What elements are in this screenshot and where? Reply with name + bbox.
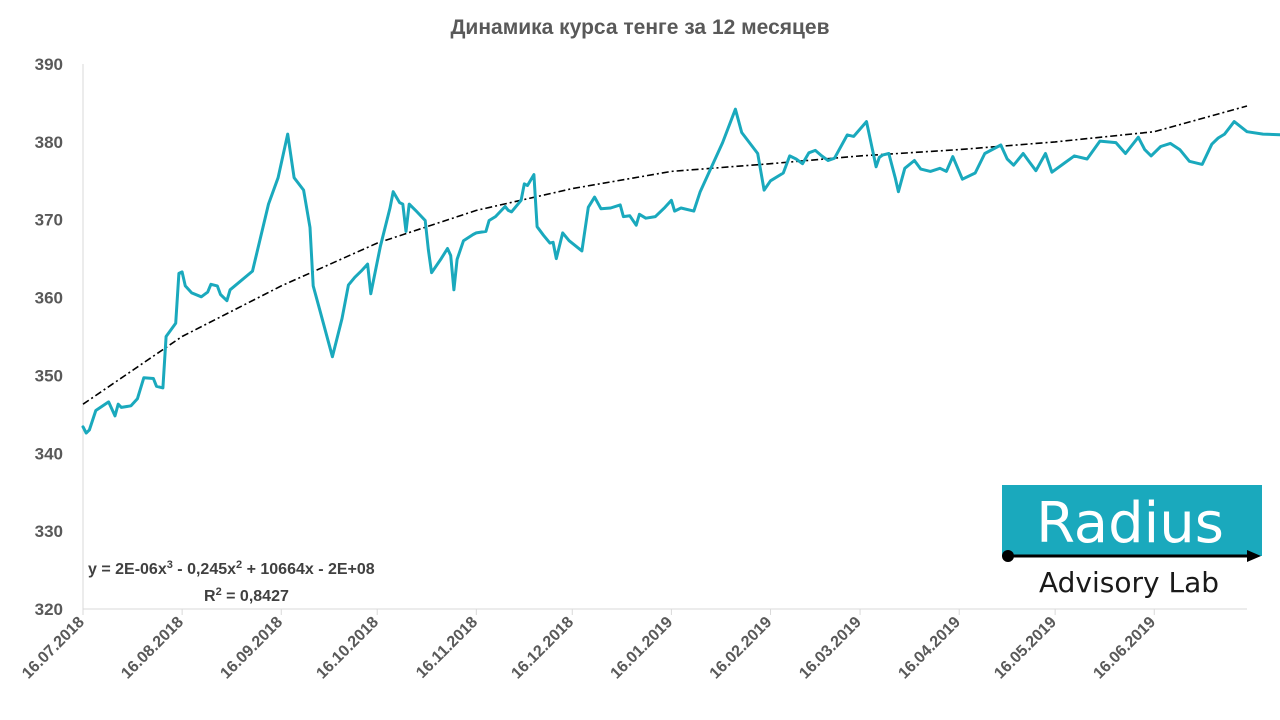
x-tick-label: 16.03.2019 bbox=[796, 614, 865, 683]
y-tick-label: 320 bbox=[35, 600, 63, 619]
x-tick-label: 16.04.2019 bbox=[895, 614, 964, 683]
r2-exponent: 2 bbox=[216, 586, 222, 598]
x-tick-label: 16.01.2019 bbox=[608, 614, 677, 683]
equation-exponent-2: 2 bbox=[236, 559, 242, 571]
x-tick-label: 16.09.2018 bbox=[217, 614, 286, 683]
x-tick-label: 16.07.2018 bbox=[19, 614, 88, 683]
x-tick-label: 16.11.2018 bbox=[413, 614, 481, 682]
series-line bbox=[81, 107, 1280, 435]
plot-area bbox=[81, 105, 1280, 435]
y-tick-label: 380 bbox=[35, 133, 63, 152]
y-tick-label: 340 bbox=[35, 444, 63, 463]
equation-suffix: + 10664x - 2E+08 bbox=[242, 561, 375, 578]
logo-arrow-head bbox=[1247, 550, 1261, 562]
radius-logo: Radius Advisory Lab bbox=[1002, 485, 1262, 599]
x-tick-label: 16.10.2018 bbox=[313, 614, 382, 683]
y-tick-label: 360 bbox=[35, 289, 63, 308]
logo-name-bottom: Advisory Lab bbox=[1039, 566, 1219, 599]
y-tick-label: 350 bbox=[35, 366, 63, 385]
logo-teal-box bbox=[1002, 485, 1262, 556]
trendline-equation-text: y = 2E-06x3 - 0,245x2 + 10664x - 2E+08 bbox=[88, 559, 375, 578]
equation-exponent-3: 3 bbox=[167, 559, 173, 571]
x-axis: 16.07.2018 16.08.2018 16.09.2018 16.10.2018… bbox=[19, 608, 1247, 683]
x-tick-label: 16.05.2019 bbox=[991, 614, 1060, 683]
equation-middle: - 0,245x bbox=[173, 561, 236, 578]
x-tick-label: 16.06.2019 bbox=[1090, 614, 1159, 683]
r-squared-text: R2 = 0,8427 bbox=[204, 586, 289, 605]
r2-prefix: R bbox=[204, 588, 216, 605]
r2-suffix: = 0,8427 bbox=[222, 588, 289, 605]
equation-prefix: y = 2E-06x bbox=[88, 561, 167, 578]
x-tick-label: 16.08.2018 bbox=[118, 614, 187, 683]
logo-name-top: Radius bbox=[1036, 491, 1224, 556]
x-tick-label: 16.12.2018 bbox=[508, 614, 577, 683]
x-tick-label: 16.02.2019 bbox=[707, 614, 776, 683]
logo-arrow-dot bbox=[1002, 550, 1014, 562]
y-tick-label: 370 bbox=[35, 211, 63, 230]
y-tick-label: 390 bbox=[35, 55, 63, 74]
y-axis: 320 330 340 350 360 370 380 390 bbox=[35, 55, 84, 619]
chart-title: Динамика курса тенге за 12 месяцев bbox=[450, 16, 829, 39]
y-tick-label: 330 bbox=[35, 522, 63, 541]
trendline-equation: y = 2E-06x3 - 0,245x2 + 10664x - 2E+08 R… bbox=[88, 559, 375, 605]
trendline bbox=[82, 105, 1248, 405]
